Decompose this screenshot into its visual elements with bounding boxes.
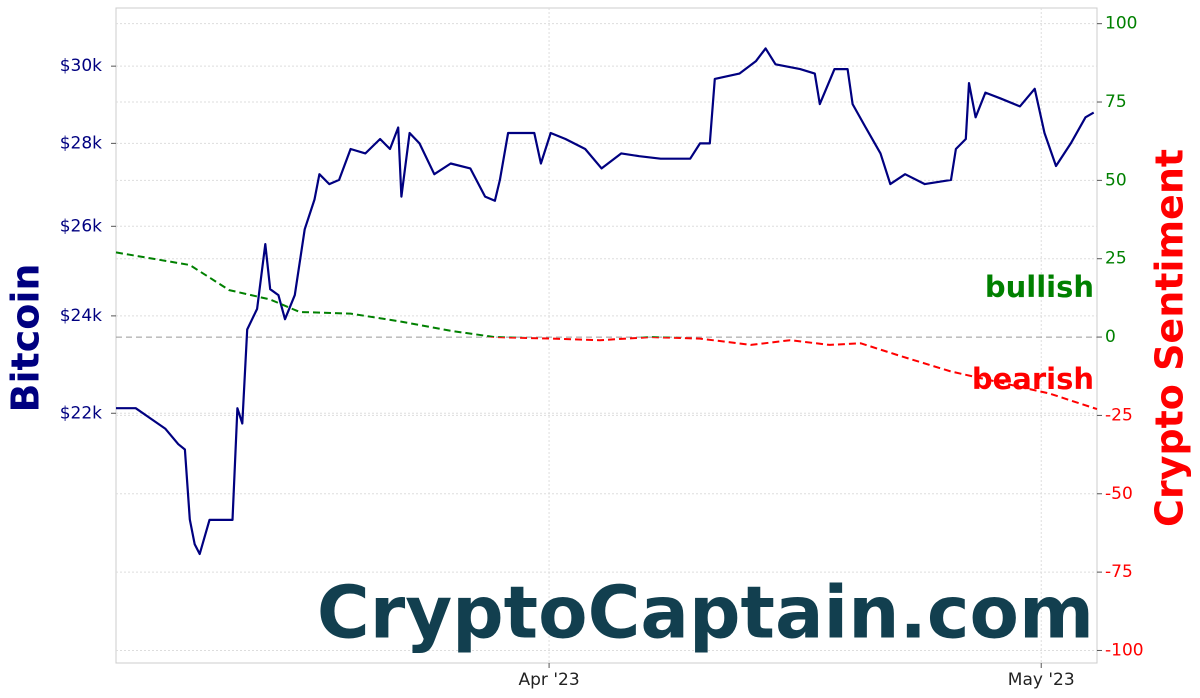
sentiment-line xyxy=(115,251,683,338)
sentiment-line xyxy=(487,337,1098,411)
price-line xyxy=(116,47,1095,556)
plot-area xyxy=(115,7,1098,664)
y-axis-label: Bitcoin xyxy=(4,264,48,413)
y-tick-label: $26k xyxy=(60,216,102,236)
y-tick-label: $22k xyxy=(60,403,102,423)
y-tick-label: $30k xyxy=(60,56,102,76)
annotation: bearish xyxy=(972,362,1094,396)
y-tick-label: $28k xyxy=(60,133,102,153)
y2-tick-label: 25 xyxy=(1105,249,1127,269)
x-tick-label: Apr '23 xyxy=(519,670,580,690)
y2-tick-label: 75 xyxy=(1105,92,1127,112)
x-tick-label: May '23 xyxy=(1008,670,1075,690)
y2-tick-label: -75 xyxy=(1105,562,1133,582)
y2-tick-label: 0 xyxy=(1105,327,1116,347)
y2-tick-label: 100 xyxy=(1105,14,1137,34)
watermark: CryptoCaptain.com xyxy=(317,571,1094,655)
y2-tick-label: -100 xyxy=(1105,640,1144,660)
annotation: bullish xyxy=(985,270,1094,304)
y2-tick-label: 50 xyxy=(1105,170,1127,190)
y-tick-label: $24k xyxy=(60,306,102,326)
y2-tick-label: -25 xyxy=(1105,405,1133,425)
y2-tick-label: -50 xyxy=(1105,484,1133,504)
y2-axis-label: Crypto Sentiment xyxy=(1148,149,1192,527)
